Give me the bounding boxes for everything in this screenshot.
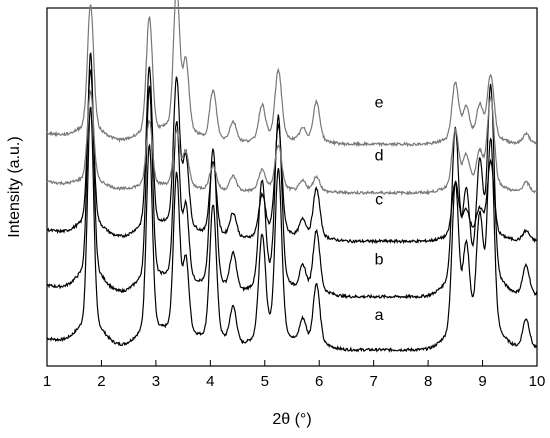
curve-label-d: d: [375, 147, 384, 164]
x-axis-label: 2θ (°): [272, 411, 311, 428]
y-axis-label: Intensity (a.u.): [6, 136, 23, 237]
curve-label-a: a: [375, 307, 384, 324]
x-tick-label: 10: [529, 373, 546, 390]
curve-label-b: b: [375, 251, 384, 268]
plot-border: [46, 7, 538, 367]
x-tick-label: 5: [261, 373, 269, 390]
x-tick-label: 6: [315, 373, 323, 390]
series-line-a: [46, 106, 538, 353]
curve-label-c: c: [375, 191, 383, 208]
x-tick-label: 3: [152, 373, 160, 390]
x-tick-label: 2: [97, 373, 105, 390]
series-line-b: [46, 51, 538, 300]
x-tick-label: 7: [369, 373, 377, 390]
series-line-c: [47, 65, 538, 245]
curve-label-e: e: [375, 94, 384, 111]
series-line-d: [46, 89, 538, 197]
x-tick-label: 9: [478, 373, 486, 390]
series-line-e: [46, 0, 537, 148]
curves: [46, 0, 538, 353]
curve-labels: a b c d e: [375, 94, 384, 323]
plot-frame: [46, 7, 538, 367]
x-tick-label: 1: [43, 373, 51, 390]
x-tick-label: 4: [206, 373, 214, 390]
x-tick-label: 8: [424, 373, 432, 390]
x-axis-ticks: 1 2 3 4 5 6 7 8 9 10: [43, 360, 546, 390]
